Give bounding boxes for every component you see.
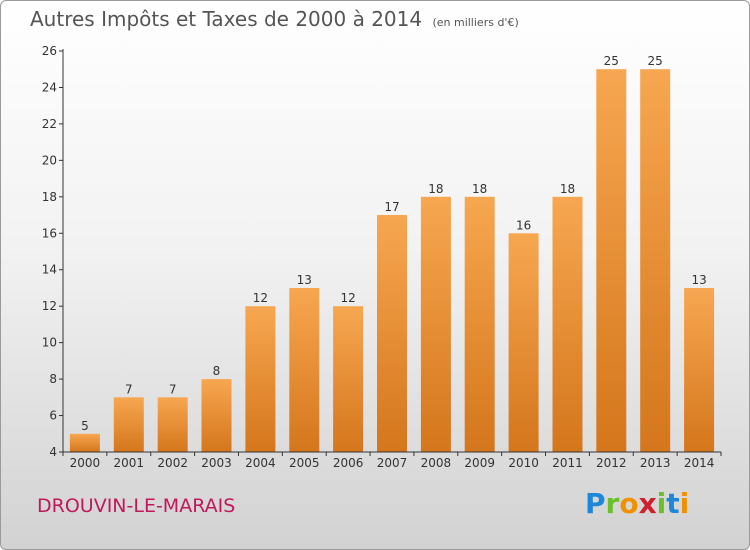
bar-2013: [640, 69, 671, 452]
bar-2012: [596, 69, 627, 452]
y-tick-label-18: 18: [42, 190, 57, 204]
bar-2007: [377, 215, 407, 452]
bar-2009: [464, 196, 495, 452]
data-label-2014: 13: [691, 273, 706, 287]
data-label-2009: 18: [472, 182, 487, 196]
y-tick-label-24: 24: [42, 80, 57, 94]
data-label-2000: 5: [81, 419, 89, 433]
bar-2010: [508, 233, 539, 452]
data-label-2011: 18: [560, 182, 575, 196]
x-tick-label-2005: 2005: [289, 456, 320, 470]
x-tick-label-2009: 2009: [464, 456, 495, 470]
x-tick-label-2004: 2004: [245, 456, 276, 470]
y-tick-label-12: 12: [42, 299, 57, 313]
data-label-2004: 12: [253, 291, 268, 305]
y-tick-label-16: 16: [42, 226, 57, 240]
bar-2005: [289, 288, 320, 452]
bar-2001: [113, 397, 144, 452]
y-tick-label-22: 22: [42, 117, 57, 131]
chart-title: Autres Impôts et Taxes de 2000 à 2014 (e…: [30, 7, 519, 31]
data-label-2012: 25: [604, 54, 619, 68]
commune-name: DROUVIN-LE-MARAIS: [37, 495, 236, 517]
x-tick-label-2002: 2002: [157, 456, 188, 470]
data-label-2007: 17: [384, 200, 399, 214]
x-tick-label-2013: 2013: [640, 456, 671, 470]
bar-2008: [420, 196, 451, 452]
data-label-2002: 7: [169, 382, 177, 396]
y-tick-label-6: 6: [49, 409, 57, 423]
bars-layer: 5 7 7 8 12 13 12 17 18 18 16 18 25 25 13: [69, 54, 715, 452]
bar-2004: [245, 306, 276, 452]
y-tick-label-26: 26: [42, 44, 57, 58]
y-tick-label-10: 10: [42, 336, 57, 350]
y-tick-label-20: 20: [42, 153, 57, 167]
data-label-2010: 16: [516, 218, 531, 232]
data-label-2013: 25: [648, 54, 663, 68]
x-tick-label-2007: 2007: [377, 456, 408, 470]
x-tick-label-2012: 2012: [596, 456, 627, 470]
data-label-2008: 18: [428, 182, 443, 196]
bar-2003: [201, 379, 232, 452]
x-tick-label-2014: 2014: [684, 456, 715, 470]
x-tick-label-2010: 2010: [508, 456, 539, 470]
bar-2014: [684, 288, 715, 452]
proxiti-logo[interactable]: Proxiti: [585, 487, 690, 520]
data-label-2001: 7: [125, 382, 133, 396]
x-tick-label-2003: 2003: [201, 456, 232, 470]
x-tick-label-2011: 2011: [552, 456, 583, 470]
y-tick-label-14: 14: [42, 263, 57, 277]
x-tick-label-2000: 2000: [70, 456, 101, 470]
bar-2006: [333, 306, 364, 452]
x-tick-label-2008: 2008: [421, 456, 452, 470]
data-label-2003: 8: [213, 364, 221, 378]
y-tick-label-8: 8: [49, 372, 57, 386]
y-tick-label-4: 4: [49, 445, 57, 459]
axes-layer: 4 6 8 10 12 14 16 18 20 22 24 26 2000 2001 2002 2003 200…: [42, 44, 722, 470]
bar-2011: [552, 196, 583, 452]
data-label-2005: 13: [297, 273, 312, 287]
data-label-2006: 12: [340, 291, 355, 305]
bar-2002: [157, 397, 188, 452]
x-tick-label-2001: 2001: [114, 456, 145, 470]
chart-subtitle: (en milliers d'€): [432, 16, 519, 29]
chart-title-text: Autres Impôts et Taxes de 2000 à 2014: [30, 7, 423, 31]
x-tick-label-2006: 2006: [333, 456, 364, 470]
bar-2000: [69, 433, 100, 452]
